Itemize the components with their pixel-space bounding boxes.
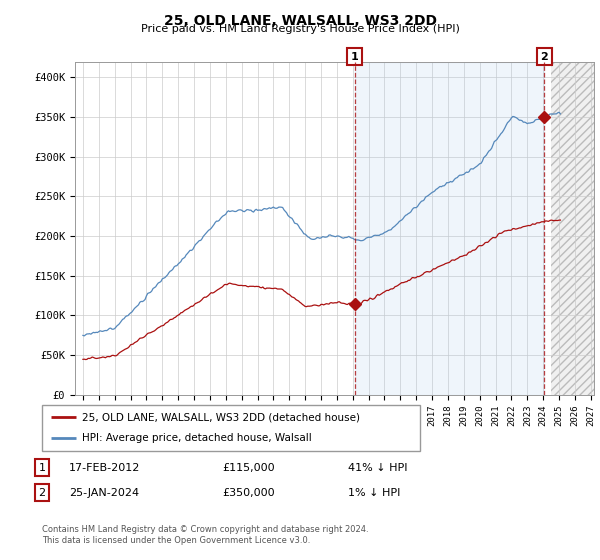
Text: £350,000: £350,000 bbox=[222, 488, 275, 498]
Text: 1% ↓ HPI: 1% ↓ HPI bbox=[348, 488, 400, 498]
Text: 25, OLD LANE, WALSALL, WS3 2DD (detached house): 25, OLD LANE, WALSALL, WS3 2DD (detached… bbox=[82, 412, 359, 422]
Text: Contains HM Land Registry data © Crown copyright and database right 2024.
This d: Contains HM Land Registry data © Crown c… bbox=[42, 525, 368, 545]
Text: £115,000: £115,000 bbox=[222, 463, 275, 473]
Text: Price paid vs. HM Land Registry's House Price Index (HPI): Price paid vs. HM Land Registry's House … bbox=[140, 24, 460, 34]
Text: 17-FEB-2012: 17-FEB-2012 bbox=[69, 463, 140, 473]
Text: 1: 1 bbox=[351, 52, 359, 62]
Text: 1: 1 bbox=[38, 463, 46, 473]
Text: 25-JAN-2024: 25-JAN-2024 bbox=[69, 488, 139, 498]
Text: 41% ↓ HPI: 41% ↓ HPI bbox=[348, 463, 407, 473]
FancyBboxPatch shape bbox=[42, 405, 420, 451]
Text: 2: 2 bbox=[541, 52, 548, 62]
Bar bbox=[355, 62, 544, 395]
Text: 2: 2 bbox=[38, 488, 46, 498]
Text: HPI: Average price, detached house, Walsall: HPI: Average price, detached house, Wals… bbox=[82, 433, 311, 444]
Text: 25, OLD LANE, WALSALL, WS3 2DD: 25, OLD LANE, WALSALL, WS3 2DD bbox=[163, 14, 437, 28]
